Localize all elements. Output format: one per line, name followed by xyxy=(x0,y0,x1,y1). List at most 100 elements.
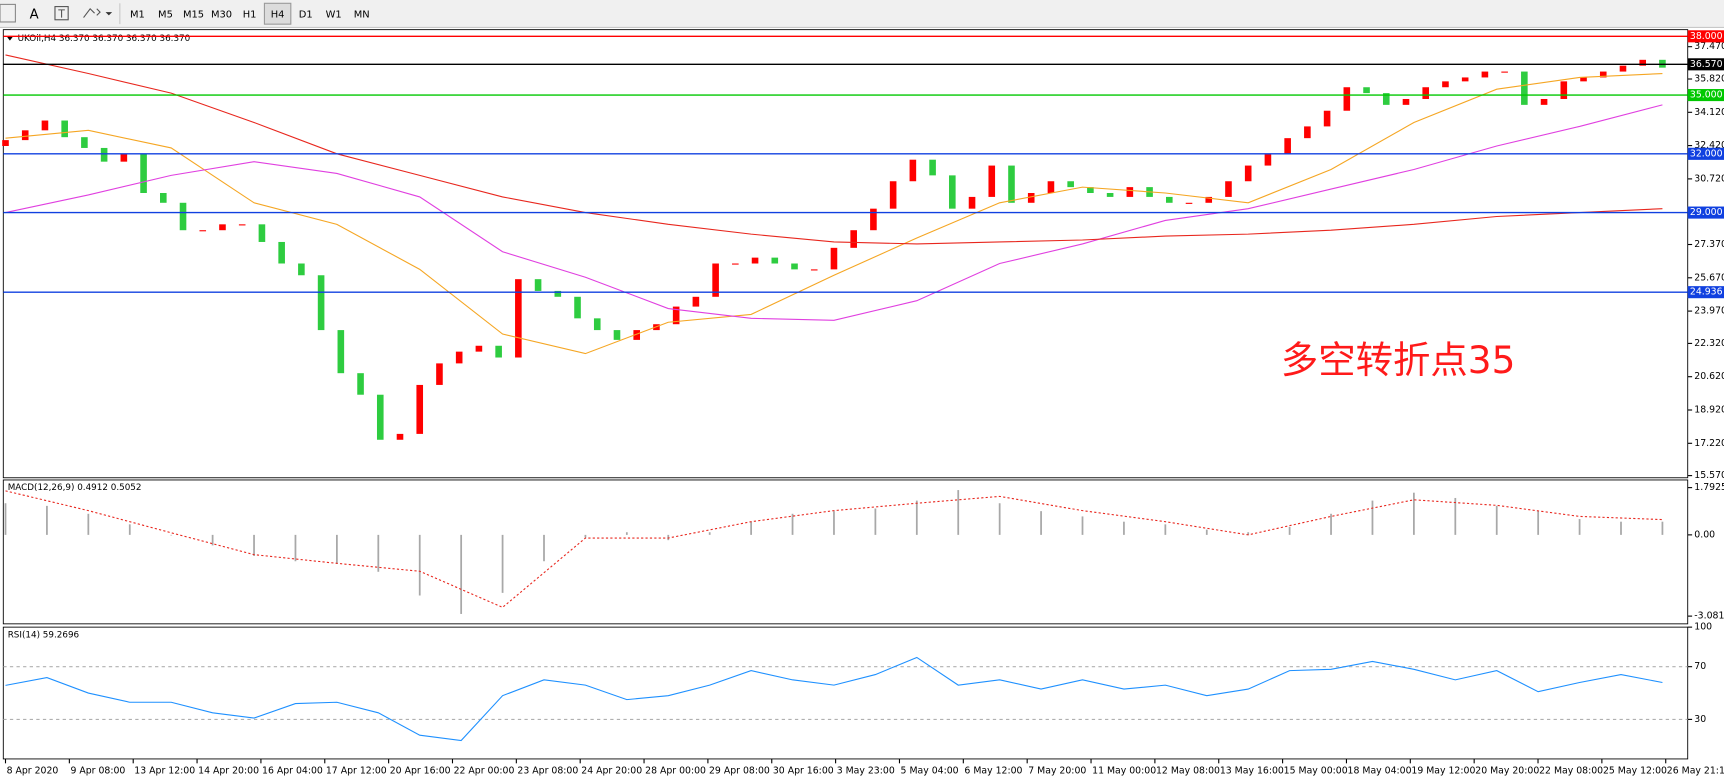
shapes-tool[interactable] xyxy=(83,7,101,18)
y-tick-label: 37.470 xyxy=(1694,41,1724,52)
period-button[interactable]: H4 xyxy=(271,9,285,20)
macd-bar xyxy=(336,534,338,564)
x-tick-label: 29 Apr 08:00 xyxy=(709,766,770,777)
candle xyxy=(889,181,897,209)
candle xyxy=(1422,87,1430,99)
macd-bar xyxy=(501,534,504,593)
period-button[interactable]: D1 xyxy=(299,9,313,20)
y-tick-label: 35.820 xyxy=(1694,74,1724,85)
macd-bar xyxy=(1330,513,1332,535)
price-panel xyxy=(2,29,1689,479)
level-label: 36.570 xyxy=(1690,59,1723,70)
macd-signal xyxy=(5,490,1663,609)
x-tick-label: 5 May 04:00 xyxy=(901,766,959,777)
candle xyxy=(1343,87,1351,111)
candle xyxy=(751,257,759,264)
label-tool-glyph xyxy=(58,9,65,18)
period-button[interactable]: M30 xyxy=(211,9,232,20)
macd-bar xyxy=(1578,519,1581,535)
macd-bar xyxy=(170,534,173,536)
macd-bar xyxy=(1247,532,1250,535)
macd-bar xyxy=(791,513,794,535)
candle xyxy=(1521,71,1528,105)
macd-bar xyxy=(957,490,960,535)
candle xyxy=(949,175,956,209)
period-button[interactable]: H1 xyxy=(243,9,257,20)
crosshair-tool[interactable] xyxy=(0,3,16,23)
macd-bar xyxy=(915,500,918,535)
toolbar xyxy=(0,0,1724,28)
x-tick-label: 18 May 04:00 xyxy=(1348,766,1412,777)
candle xyxy=(574,296,581,319)
candle xyxy=(613,330,621,340)
candle xyxy=(1639,59,1647,66)
candle xyxy=(238,224,246,226)
candle xyxy=(534,279,542,291)
x-tick-label: 15 May 00:00 xyxy=(1284,766,1348,777)
candle xyxy=(278,241,285,264)
macd-bar xyxy=(584,534,587,538)
rsi-panel xyxy=(2,626,1689,760)
candle xyxy=(1481,71,1489,78)
y-tick-label: 32.420 xyxy=(1694,140,1724,151)
period-button[interactable]: M15 xyxy=(183,9,204,20)
macd-bar xyxy=(833,511,835,535)
candle xyxy=(1225,181,1232,197)
x-tick-label: 11 May 00:00 xyxy=(1092,766,1156,777)
shapes-dropdown[interactable] xyxy=(105,12,113,16)
x-tick-label: 26 May 21:15 xyxy=(1667,766,1724,777)
chart-header: UKOil,H4 36.370 36.370 36.370 36.370 xyxy=(18,34,191,44)
candle xyxy=(1126,187,1134,197)
moving-average xyxy=(5,54,1663,245)
period-button[interactable]: W1 xyxy=(326,9,342,20)
level-label: 38.000 xyxy=(1690,31,1723,42)
y-tick-label: 34.120 xyxy=(1694,107,1724,118)
y-tick-label: 22.320 xyxy=(1694,338,1724,349)
candle xyxy=(988,165,996,197)
period-button[interactable]: M1 xyxy=(130,9,145,20)
macd-bar xyxy=(1164,524,1167,535)
macd-panel xyxy=(2,479,1689,625)
candle xyxy=(61,120,68,138)
x-tick-label: 22 May 08:00 xyxy=(1539,766,1603,777)
macd-bar xyxy=(46,505,48,535)
candle xyxy=(1560,81,1568,99)
candle xyxy=(475,345,483,352)
x-tick-label: 30 Apr 16:00 xyxy=(773,766,834,777)
text-tool[interactable]: A xyxy=(30,7,39,22)
candle xyxy=(1501,71,1508,73)
macd-bar xyxy=(543,534,545,562)
macd-bar xyxy=(1620,521,1622,535)
candle xyxy=(1580,77,1587,82)
period-button[interactable]: M5 xyxy=(158,9,173,20)
x-tick-label: 7 May 20:00 xyxy=(1028,766,1086,777)
macd-bar xyxy=(750,521,752,535)
moving-average xyxy=(5,104,1663,321)
candle xyxy=(1264,153,1272,166)
level-tag xyxy=(1687,147,1724,160)
macd-bar xyxy=(1371,500,1374,535)
candle xyxy=(120,153,128,162)
y-tick-label: 0.00 xyxy=(1694,529,1715,540)
x-tick-label: 25 May 12:00 xyxy=(1603,766,1667,777)
candle xyxy=(1599,71,1607,78)
x-tick-label: 3 May 23:00 xyxy=(837,766,895,777)
label-tool[interactable] xyxy=(54,6,69,21)
x-tick-label: 28 Apr 00:00 xyxy=(645,766,706,777)
x-tick-label: 12 May 08:00 xyxy=(1156,766,1220,777)
candle xyxy=(1185,202,1193,204)
y-tick-label: 27.370 xyxy=(1694,239,1724,250)
macd-bar xyxy=(1661,521,1664,535)
candle xyxy=(1027,192,1035,203)
x-tick-label: 16 Apr 04:00 xyxy=(262,766,323,777)
level-tag xyxy=(1687,89,1724,102)
period-button[interactable]: MN xyxy=(354,9,370,20)
rsi-line xyxy=(5,656,1663,742)
candle xyxy=(672,306,680,325)
macd-bar xyxy=(211,534,214,546)
macd-bar xyxy=(377,534,380,572)
moving-average xyxy=(5,72,1663,355)
rsi-title: RSI(14) 59.2696 xyxy=(8,630,80,640)
